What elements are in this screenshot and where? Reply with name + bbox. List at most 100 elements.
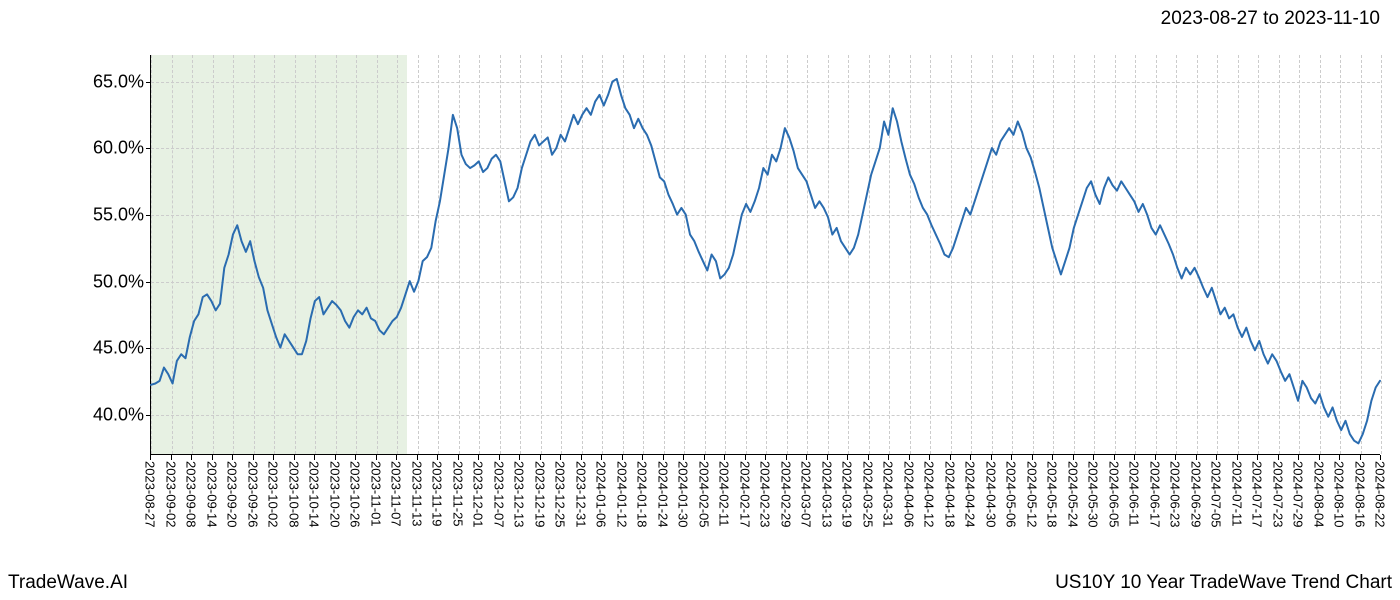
- grid-v: [1381, 55, 1382, 454]
- x-tick-mark: [581, 455, 582, 460]
- x-tick-mark: [1175, 455, 1176, 460]
- y-tick-label: 50.0%: [64, 271, 144, 292]
- chart-plot-area: [150, 55, 1380, 455]
- y-tick-mark: [146, 82, 151, 83]
- x-tick-mark: [663, 455, 664, 460]
- x-tick-label: 2024-02-29: [778, 461, 793, 528]
- x-tick-label: 2023-10-20: [327, 461, 342, 528]
- x-tick-label: 2023-10-02: [266, 461, 281, 528]
- x-tick-label: 2024-04-12: [922, 461, 937, 528]
- x-tick-mark: [1298, 455, 1299, 460]
- x-tick-label: 2024-07-23: [1270, 461, 1285, 528]
- x-tick-label: 2023-09-14: [204, 461, 219, 528]
- x-tick-mark: [1237, 455, 1238, 460]
- x-tick-mark: [704, 455, 705, 460]
- x-tick-mark: [396, 455, 397, 460]
- y-tick-mark: [146, 148, 151, 149]
- x-tick-mark: [1032, 455, 1033, 460]
- x-tick-mark: [1011, 455, 1012, 460]
- x-tick-mark: [1155, 455, 1156, 460]
- x-tick-label: 2024-03-31: [881, 461, 896, 528]
- x-tick-mark: [499, 455, 500, 460]
- x-tick-mark: [601, 455, 602, 460]
- x-tick-mark: [970, 455, 971, 460]
- x-tick-label: 2023-12-01: [471, 461, 486, 528]
- x-tick-label: 2023-11-13: [409, 461, 424, 527]
- x-tick-label: 2023-11-25: [450, 461, 465, 527]
- x-tick-label: 2024-04-06: [901, 461, 916, 528]
- x-tick-label: 2024-06-11: [1127, 461, 1142, 527]
- x-tick-label: 2024-05-24: [1065, 461, 1080, 528]
- x-tick-label: 2023-08-27: [143, 461, 158, 528]
- x-tick-label: 2024-02-11: [717, 461, 732, 527]
- x-tick-label: 2024-08-10: [1332, 461, 1347, 528]
- x-tick-mark: [519, 455, 520, 460]
- y-tick-mark: [146, 215, 151, 216]
- x-tick-mark: [950, 455, 951, 460]
- x-tick-mark: [724, 455, 725, 460]
- x-tick-mark: [1114, 455, 1115, 460]
- x-tick-mark: [1380, 455, 1381, 460]
- x-tick-mark: [683, 455, 684, 460]
- x-tick-mark: [1196, 455, 1197, 460]
- y-tick-mark: [146, 282, 151, 283]
- x-tick-label: 2024-03-07: [799, 461, 814, 528]
- x-tick-label: 2024-07-05: [1209, 461, 1224, 528]
- x-tick-mark: [1052, 455, 1053, 460]
- x-axis-labels: 2023-08-272023-09-022023-09-082023-09-14…: [150, 455, 1380, 565]
- x-tick-label: 2024-06-23: [1168, 461, 1183, 528]
- x-tick-mark: [991, 455, 992, 460]
- x-tick-label: 2024-08-22: [1373, 461, 1388, 528]
- x-tick-mark: [355, 455, 356, 460]
- x-tick-label: 2024-04-18: [942, 461, 957, 528]
- x-tick-label: 2023-12-07: [491, 461, 506, 528]
- x-tick-label: 2024-06-17: [1147, 461, 1162, 528]
- x-tick-label: 2024-05-12: [1024, 461, 1039, 528]
- x-tick-label: 2024-01-18: [635, 461, 650, 528]
- chart-title: US10Y 10 Year TradeWave Trend Chart: [1055, 572, 1392, 594]
- x-tick-label: 2024-03-19: [840, 461, 855, 528]
- x-tick-label: 2024-07-17: [1250, 461, 1265, 528]
- x-tick-label: 2023-09-26: [245, 461, 260, 528]
- x-tick-label: 2024-02-05: [696, 461, 711, 528]
- x-tick-label: 2024-05-30: [1086, 461, 1101, 528]
- x-tick-mark: [171, 455, 172, 460]
- x-tick-mark: [314, 455, 315, 460]
- x-tick-mark: [1073, 455, 1074, 460]
- y-tick-mark: [146, 348, 151, 349]
- x-tick-mark: [847, 455, 848, 460]
- x-tick-mark: [232, 455, 233, 460]
- x-tick-mark: [765, 455, 766, 460]
- x-tick-mark: [909, 455, 910, 460]
- x-tick-label: 2024-02-23: [758, 461, 773, 528]
- x-tick-label: 2024-05-06: [1004, 461, 1019, 528]
- x-tick-label: 2023-09-02: [163, 461, 178, 528]
- x-tick-mark: [150, 455, 151, 460]
- x-tick-label: 2024-04-24: [963, 461, 978, 528]
- x-tick-label: 2023-12-31: [573, 461, 588, 528]
- x-tick-label: 2024-03-13: [819, 461, 834, 528]
- x-tick-label: 2023-10-14: [307, 461, 322, 528]
- y-tick-label: 40.0%: [64, 405, 144, 426]
- x-tick-label: 2023-12-19: [532, 461, 547, 528]
- date-range-label: 2023-08-27 to 2023-11-10: [1161, 8, 1380, 30]
- x-tick-label: 2024-06-05: [1106, 461, 1121, 528]
- x-tick-mark: [478, 455, 479, 460]
- x-tick-label: 2024-03-25: [860, 461, 875, 528]
- x-tick-label: 2023-10-08: [286, 461, 301, 528]
- y-tick-label: 65.0%: [64, 71, 144, 92]
- x-tick-label: 2024-01-06: [594, 461, 609, 528]
- x-tick-label: 2023-11-01: [368, 461, 383, 527]
- x-tick-label: 2024-01-12: [614, 461, 629, 528]
- series-line: [151, 79, 1380, 443]
- x-tick-mark: [642, 455, 643, 460]
- x-tick-mark: [294, 455, 295, 460]
- x-tick-label: 2023-11-19: [430, 461, 445, 527]
- x-tick-mark: [1278, 455, 1279, 460]
- line-series-svg: [151, 55, 1380, 454]
- brand-label: TradeWave.AI: [8, 572, 128, 594]
- x-tick-label: 2024-02-17: [737, 461, 752, 528]
- x-tick-mark: [376, 455, 377, 460]
- x-tick-label: 2024-05-18: [1045, 461, 1060, 528]
- x-tick-label: 2024-04-30: [983, 461, 998, 528]
